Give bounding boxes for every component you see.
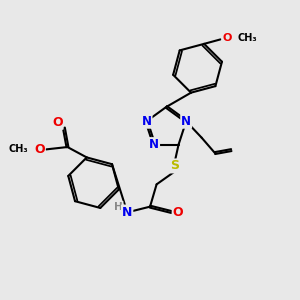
- Text: CH₃: CH₃: [9, 144, 28, 154]
- Text: N: N: [142, 115, 152, 128]
- Text: O: O: [222, 33, 232, 43]
- Text: N: N: [122, 206, 132, 218]
- Text: CH₃: CH₃: [238, 33, 257, 43]
- Text: O: O: [34, 143, 45, 156]
- Text: S: S: [170, 159, 179, 172]
- Text: O: O: [52, 116, 63, 129]
- Text: O: O: [173, 206, 183, 218]
- Text: N: N: [181, 115, 191, 128]
- Text: H: H: [114, 202, 123, 212]
- Text: N: N: [149, 138, 159, 151]
